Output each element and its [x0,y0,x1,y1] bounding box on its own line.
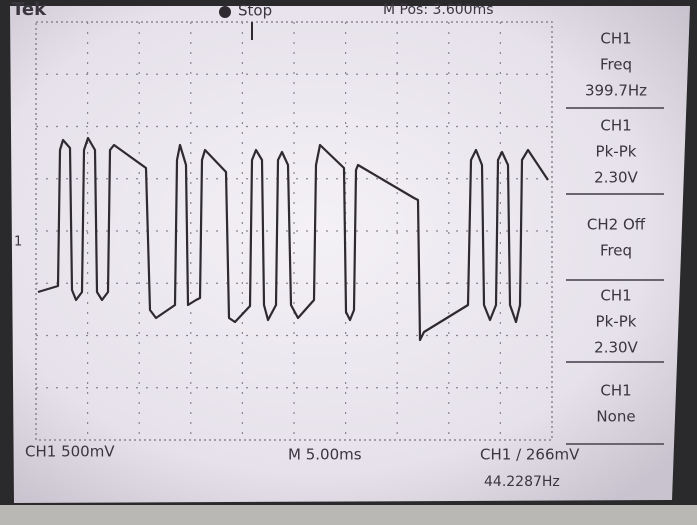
measure-text: None [596,408,635,426]
measure-text: 399.7Hz [585,82,647,100]
channel-scale: CH1 500mV [25,443,115,461]
channel-marker: 1 [14,235,22,250]
measure-text: CH2 Off [587,216,646,234]
trigger-frequency: 44.2287Hz [484,474,560,490]
stop-indicator [219,6,231,18]
position: M Pos: 3.600ms [383,2,494,18]
measure-text: Pk-Pk [596,313,637,331]
measure-text: 2.30V [594,339,638,357]
measure-text: Freq [600,242,632,260]
measure-text: 2.30V [594,169,638,187]
bezel-bottom [0,505,697,525]
measure-text: CH1 [600,287,631,305]
timebase: M 5.00ms [288,446,362,464]
measure-text: CH1 [600,30,631,48]
brand: Tek [12,0,47,20]
measure-text: Pk-Pk [596,143,637,161]
measure-text: Freq [600,56,632,74]
oscilloscope-photo: Tek Stop M Pos: 3.600ms 1 CH1 Freq 399.7Hz… [0,0,697,525]
measure-text: CH1 [600,382,631,400]
measure-text: CH1 [600,117,631,135]
trigger: CH1 ∕ 266mV [480,446,580,464]
status: Stop [238,2,272,20]
